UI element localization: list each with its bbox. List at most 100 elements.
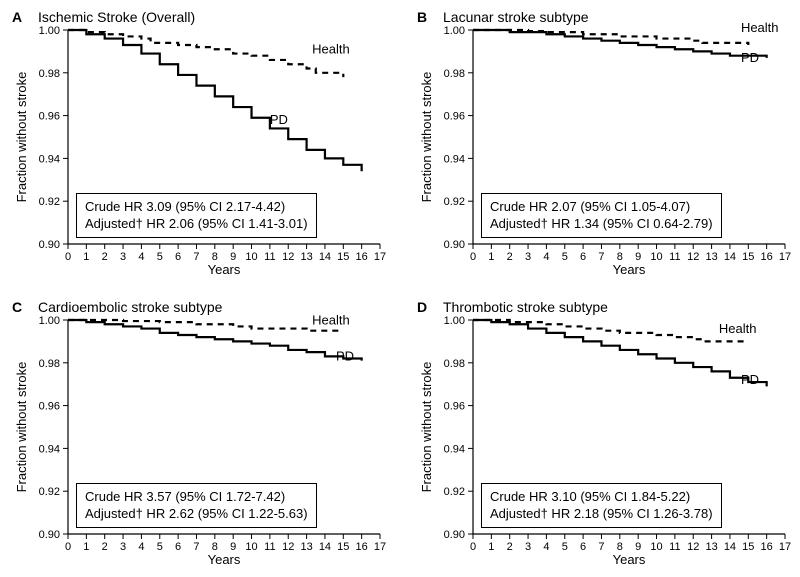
y-tick-label: 0.96 — [444, 401, 465, 413]
y-axis-label: Fraction without stroke — [14, 362, 29, 493]
x-tick-label: 3 — [525, 251, 531, 263]
panel-c: 012345678910111213141516170.900.920.940.… — [10, 296, 390, 566]
x-tick-label: 11 — [264, 541, 275, 553]
x-tick-label: 14 — [724, 251, 736, 263]
x-tick-label: 1 — [488, 541, 494, 553]
y-tick-label: 0.94 — [444, 443, 465, 455]
x-tick-label: 2 — [102, 541, 108, 553]
y-axis-label: Fraction without stroke — [419, 362, 434, 493]
x-axis-label: Years — [208, 552, 241, 566]
y-tick-label: 1.00 — [444, 315, 465, 327]
x-tick-label: 7 — [598, 541, 604, 553]
x-tick-label: 6 — [175, 541, 181, 553]
x-tick-label: 4 — [543, 541, 549, 553]
x-tick-label: 6 — [175, 251, 181, 263]
hr-crude: Crude HR 3.09 (95% CI 2.17-4.42) — [85, 198, 308, 216]
y-tick-label: 0.90 — [39, 529, 60, 541]
x-tick-label: 16 — [356, 251, 368, 263]
x-tick-label: 2 — [102, 251, 108, 263]
hr-box: Crude HR 3.10 (95% CI 1.84-5.22)Adjusted… — [481, 483, 722, 528]
x-tick-label: 2 — [507, 251, 513, 263]
y-tick-label: 0.96 — [39, 401, 60, 413]
y-axis-label: Fraction without stroke — [14, 72, 29, 203]
panel-title: Cardioembolic stroke subtype — [38, 299, 223, 315]
panel-letter: B — [417, 9, 427, 25]
y-tick-label: 0.92 — [39, 196, 60, 208]
y-tick-label: 0.92 — [444, 486, 465, 498]
y-tick-label: 0.94 — [39, 443, 60, 455]
x-tick-label: 14 — [724, 541, 736, 553]
hr-box: Crude HR 3.57 (95% CI 1.72-7.42)Adjusted… — [76, 483, 317, 528]
x-tick-label: 4 — [138, 251, 144, 263]
x-tick-label: 10 — [650, 251, 662, 263]
hr-box: Crude HR 3.09 (95% CI 2.17-4.42)Adjusted… — [76, 193, 317, 238]
y-tick-label: 0.98 — [444, 358, 465, 370]
x-tick-label: 15 — [742, 251, 754, 263]
hr-crude: Crude HR 3.10 (95% CI 1.84-5.22) — [490, 488, 713, 506]
x-tick-label: 12 — [282, 251, 294, 263]
x-tick-label: 5 — [562, 251, 568, 263]
x-tick-label: 3 — [120, 251, 126, 263]
x-tick-label: 10 — [650, 541, 662, 553]
x-axis-label: Years — [208, 262, 241, 276]
x-tick-label: 0 — [65, 541, 71, 553]
x-tick-label: 5 — [157, 541, 163, 553]
x-tick-label: 0 — [470, 251, 476, 263]
hr-crude: Crude HR 2.07 (95% CI 1.05-4.07) — [490, 198, 713, 216]
x-tick-label: 0 — [65, 251, 71, 263]
series-label-pd: PD — [270, 112, 288, 127]
x-tick-label: 13 — [300, 541, 312, 553]
panel-letter: D — [417, 299, 427, 315]
x-tick-label: 16 — [761, 541, 773, 553]
x-tick-label: 14 — [319, 251, 331, 263]
x-tick-label: 1 — [488, 251, 494, 263]
x-tick-label: 13 — [300, 251, 312, 263]
x-tick-label: 15 — [337, 541, 349, 553]
panel-d: 012345678910111213141516170.900.920.940.… — [415, 296, 795, 566]
y-tick-label: 0.92 — [444, 196, 465, 208]
figure-root: 012345678910111213141516170.900.920.940.… — [0, 0, 800, 577]
series-health — [68, 30, 343, 77]
series-label-pd: PD — [741, 372, 759, 387]
y-tick-label: 0.90 — [444, 239, 465, 251]
y-tick-label: 1.00 — [39, 315, 60, 327]
y-axis-label: Fraction without stroke — [419, 72, 434, 203]
x-tick-label: 17 — [374, 541, 386, 553]
x-tick-label: 11 — [264, 251, 275, 263]
series-label-health: Health — [741, 20, 779, 35]
hr-adjusted: Adjusted† HR 2.18 (95% CI 1.26-3.78) — [490, 505, 713, 523]
x-tick-label: 6 — [580, 541, 586, 553]
x-tick-label: 11 — [669, 251, 680, 263]
x-tick-label: 16 — [356, 541, 368, 553]
x-tick-label: 10 — [245, 541, 257, 553]
y-tick-label: 0.96 — [39, 111, 60, 123]
x-tick-label: 7 — [193, 541, 199, 553]
x-tick-label: 1 — [83, 541, 89, 553]
x-tick-label: 15 — [742, 541, 754, 553]
y-tick-label: 0.98 — [39, 68, 60, 80]
y-tick-label: 0.94 — [444, 153, 465, 165]
series-label-pd: PD — [741, 50, 759, 65]
series-label-health: Health — [312, 42, 350, 57]
panel-letter: C — [12, 299, 22, 315]
x-tick-label: 5 — [562, 541, 568, 553]
y-tick-label: 0.98 — [39, 358, 60, 370]
y-tick-label: 0.92 — [39, 486, 60, 498]
panel-b: 012345678910111213141516170.900.920.940.… — [415, 6, 795, 276]
panel-title: Lacunar stroke subtype — [443, 9, 589, 25]
series-pd — [473, 30, 767, 58]
y-tick-label: 0.98 — [444, 68, 465, 80]
x-tick-label: 5 — [157, 251, 163, 263]
x-tick-label: 13 — [705, 251, 717, 263]
y-tick-label: 1.00 — [444, 25, 465, 37]
x-tick-label: 1 — [83, 251, 89, 263]
y-tick-label: 1.00 — [39, 25, 60, 37]
x-tick-label: 12 — [282, 541, 294, 553]
x-tick-label: 2 — [507, 541, 513, 553]
x-tick-label: 17 — [779, 251, 791, 263]
x-tick-label: 12 — [687, 541, 699, 553]
y-tick-label: 0.94 — [39, 153, 60, 165]
x-tick-label: 16 — [761, 251, 773, 263]
panel-title: Thrombotic stroke subtype — [443, 299, 608, 315]
x-tick-label: 13 — [705, 541, 717, 553]
